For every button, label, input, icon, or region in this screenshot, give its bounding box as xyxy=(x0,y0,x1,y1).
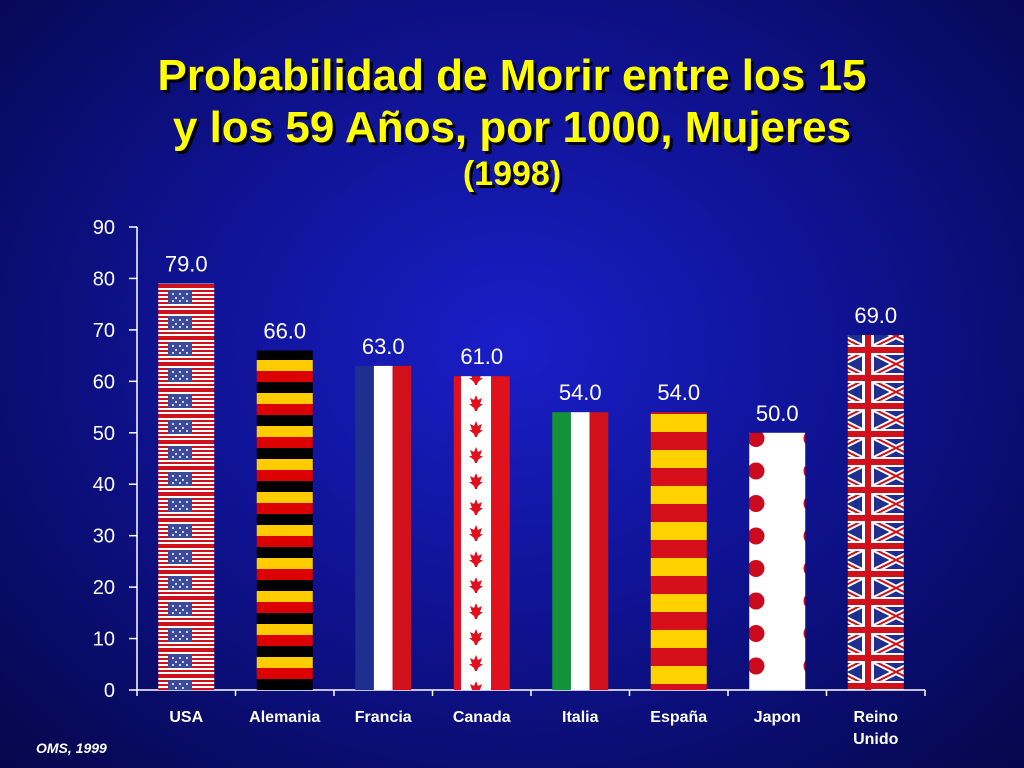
y-tick-label: 0 xyxy=(104,680,115,702)
bar-flag-france xyxy=(355,365,412,690)
bar-value-label: 54.0 xyxy=(559,380,602,405)
bar-flag-usa xyxy=(158,283,215,690)
bar-flag-germany xyxy=(256,350,313,690)
bar-flag-spain xyxy=(650,412,707,690)
bar-value-label: 69.0 xyxy=(854,303,897,328)
y-tick-label: 30 xyxy=(93,526,115,548)
bar-value-label: 66.0 xyxy=(263,318,306,343)
bar-flag-uk xyxy=(847,335,904,690)
y-tick-label: 90 xyxy=(93,217,115,239)
x-category-label: USA xyxy=(169,709,203,726)
chart-title: Probabilidad de Morir entre los 15 y los… xyxy=(0,50,1024,194)
y-tick-label: 50 xyxy=(93,423,115,445)
y-tick-label: 80 xyxy=(93,268,115,290)
source-footnote: OMS, 1999 xyxy=(36,740,107,756)
title-line-2: y los 59 Años, por 1000, Mujeres xyxy=(172,103,852,152)
y-tick-label: 60 xyxy=(93,371,115,393)
y-tick-label: 10 xyxy=(93,629,115,651)
x-category-label: España xyxy=(650,709,707,726)
y-tick-label: 40 xyxy=(93,474,115,496)
x-category-label: Japon xyxy=(754,709,801,726)
x-category-label: Alemania xyxy=(249,709,320,726)
x-category-label: Francia xyxy=(355,709,412,726)
x-category-label: Italia xyxy=(562,709,599,726)
x-category-label: Reino Unido xyxy=(853,709,899,748)
bar-value-label: 61.0 xyxy=(460,344,503,369)
bar-value-label: 63.0 xyxy=(362,334,405,359)
bar-value-label: 79.0 xyxy=(165,252,208,277)
y-tick-label: 20 xyxy=(93,577,115,599)
y-tick-label: 70 xyxy=(93,320,115,342)
title-line-1: Probabilidad de Morir entre los 15 xyxy=(157,51,867,100)
bar-value-label: 50.0 xyxy=(756,401,799,426)
title-line-3: (1998) xyxy=(462,155,562,193)
bar-flag-canada xyxy=(453,376,510,690)
bar-flag-italy xyxy=(552,412,609,690)
bar-value-label: 54.0 xyxy=(657,380,700,405)
bar-flag-japan xyxy=(749,432,806,690)
x-category-label: Canada xyxy=(453,709,511,726)
